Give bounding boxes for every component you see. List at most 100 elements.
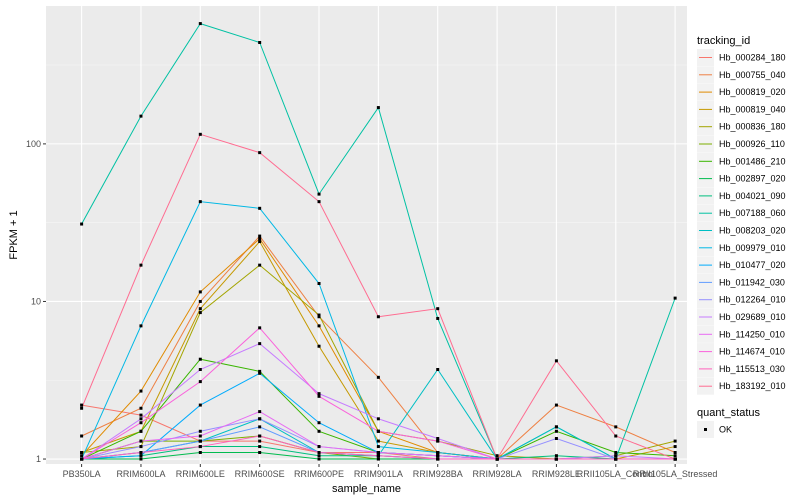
- point-Hb_008203_020-6: [436, 368, 440, 372]
- x-tick-label: RRIM600PE: [294, 469, 344, 479]
- point-Hb_114674_010-2: [198, 380, 202, 384]
- y-tick-label: 100: [26, 139, 41, 149]
- legend-label: Hb_000284_180: [719, 53, 786, 63]
- point-Hb_183192_010-8: [554, 359, 558, 363]
- point-Hb_001486_210-1: [139, 429, 143, 433]
- point-Hb_114674_010-3: [258, 326, 262, 330]
- x-tick-label: PB350LA: [63, 469, 101, 479]
- point-Hb_000819_040-10: [673, 445, 677, 449]
- legend-label: Hb_012264_010: [719, 295, 786, 305]
- x-tick-label: RRII105LA_Control: [577, 469, 655, 479]
- point-Hb_000755_040-2: [198, 299, 202, 303]
- point-Hb_012264_010-1: [139, 445, 143, 449]
- legend-label: Hb_011942_030: [719, 277, 785, 287]
- point-Hb_029689_010-6: [436, 436, 440, 440]
- point-Hb_001486_210-10: [673, 454, 677, 458]
- point-Hb_009979_010-5: [376, 445, 380, 449]
- point-Hb_000819_020-3: [258, 237, 262, 241]
- x-tick-label: RRIM928LA: [473, 469, 522, 479]
- legend-label: Hb_008203_020: [719, 226, 786, 236]
- point-Hb_000819_040-2: [198, 307, 202, 311]
- x-tick-label: RRIM928BA: [413, 469, 463, 479]
- point-Hb_004021_090-4: [317, 454, 321, 458]
- point-Hb_009979_010-4: [317, 282, 321, 286]
- point-Hb_000755_040-8: [554, 403, 558, 407]
- point-Hb_000755_040-0: [80, 434, 84, 438]
- point-Hb_000836_180-7: [495, 454, 499, 458]
- point-Hb_114250_010-1: [139, 439, 143, 443]
- point-Hb_000284_180-0: [80, 403, 84, 407]
- point-Hb_183192_010-6: [436, 307, 440, 311]
- point-Hb_114674_010-1: [139, 421, 143, 425]
- point-Hb_002897_020-1: [139, 457, 143, 461]
- legend-label: Hb_183192_010: [719, 381, 786, 391]
- plot-panel: [46, 6, 687, 464]
- point-Hb_000836_180-4: [317, 313, 321, 317]
- y-axis: 1 10 100: [26, 139, 46, 464]
- point-Hb_000755_040-5: [376, 375, 380, 379]
- point-Hb_009979_010-2: [198, 200, 202, 204]
- point-Hb_114674_010-6: [436, 439, 440, 443]
- shape-legend-title: quant_status: [697, 407, 760, 419]
- legend-items: Hb_000284_180 Hb_000755_040 Hb_000819_020 H…: [697, 49, 786, 395]
- legend: tracking_id Hb_000284_180 Hb_000755_040 Hb…: [697, 35, 786, 438]
- point-Hb_000819_020-1: [139, 389, 143, 393]
- point-Hb_012264_010-3: [258, 417, 262, 421]
- point-Hb_011942_030-3: [258, 425, 262, 429]
- point-Hb_010477_020-1: [139, 454, 143, 458]
- point-Hb_029689_010-5: [376, 417, 380, 421]
- x-tick-label: RRII105LA_Stressed: [633, 469, 718, 479]
- legend-label: Hb_000755_040: [719, 70, 786, 80]
- point-Hb_114250_010-3: [258, 410, 262, 414]
- point-Hb_001486_210-3: [258, 369, 262, 373]
- point-Hb_114250_010-6: [436, 454, 440, 458]
- point-Hb_000836_180-0: [80, 451, 84, 455]
- x-tick-label: RRIM600LE: [176, 469, 225, 479]
- point-Hb_000819_020-4: [317, 324, 321, 328]
- point-Hb_000836_180-10: [673, 439, 677, 443]
- point-Hb_001486_210-4: [317, 429, 321, 433]
- legend-label: Hb_000836_180: [719, 122, 786, 132]
- point-Hb_012264_010-2: [198, 429, 202, 433]
- x-tick-label: RRIM901LA: [354, 469, 403, 479]
- point-Hb_000836_180-2: [198, 311, 202, 315]
- point-Hb_009979_010-3: [258, 206, 262, 210]
- point-Hb_115513_030-9: [614, 457, 618, 461]
- point-Hb_007188_060-6: [436, 316, 440, 320]
- shape-legend-key-point: [704, 428, 707, 431]
- point-Hb_114250_010-2: [198, 434, 202, 438]
- legend-title: tracking_id: [697, 35, 750, 47]
- point-Hb_115513_030-0: [80, 457, 84, 461]
- point-Hb_115513_030-1: [139, 451, 143, 455]
- point-Hb_114674_010-5: [376, 429, 380, 433]
- point-Hb_000836_180-3: [258, 263, 262, 267]
- point-Hb_183192_010-0: [80, 406, 84, 410]
- point-Hb_029689_010-4: [317, 392, 321, 396]
- x-axis: PB350LA RRIM600LA RRIM600LE RRIM600SE RRIM60…: [63, 464, 718, 479]
- point-Hb_000284_180-1: [139, 413, 143, 417]
- point-Hb_114250_010-4: [317, 445, 321, 449]
- x-tick-label: RRIM600SE: [235, 469, 285, 479]
- point-Hb_007188_060-0: [80, 222, 84, 226]
- point-Hb_002897_020-2: [198, 451, 202, 455]
- legend-label: Hb_004021_090: [719, 191, 786, 201]
- point-Hb_000755_040-3: [258, 234, 262, 238]
- x-axis-title: sample_name: [332, 483, 401, 495]
- point-Hb_029689_010-9: [614, 454, 618, 458]
- point-Hb_115513_030-3: [258, 434, 262, 438]
- legend-label: Hb_002897_020: [719, 174, 786, 184]
- point-Hb_007188_060-3: [258, 40, 262, 44]
- legend-label: Hb_114674_010: [719, 347, 785, 357]
- point-Hb_183192_010-10: [673, 457, 677, 461]
- shape-legend-label: OK: [719, 425, 732, 435]
- point-Hb_012264_010-8: [554, 436, 558, 440]
- point-Hb_000284_180-3: [258, 439, 262, 443]
- point-Hb_008203_020-8: [554, 425, 558, 429]
- point-Hb_183192_010-4: [317, 200, 321, 204]
- point-Hb_007188_060-4: [317, 192, 321, 196]
- data-points: [80, 22, 677, 461]
- point-Hb_183192_010-3: [258, 151, 262, 155]
- point-Hb_114674_010-4: [317, 394, 321, 398]
- point-Hb_183192_010-9: [614, 434, 618, 438]
